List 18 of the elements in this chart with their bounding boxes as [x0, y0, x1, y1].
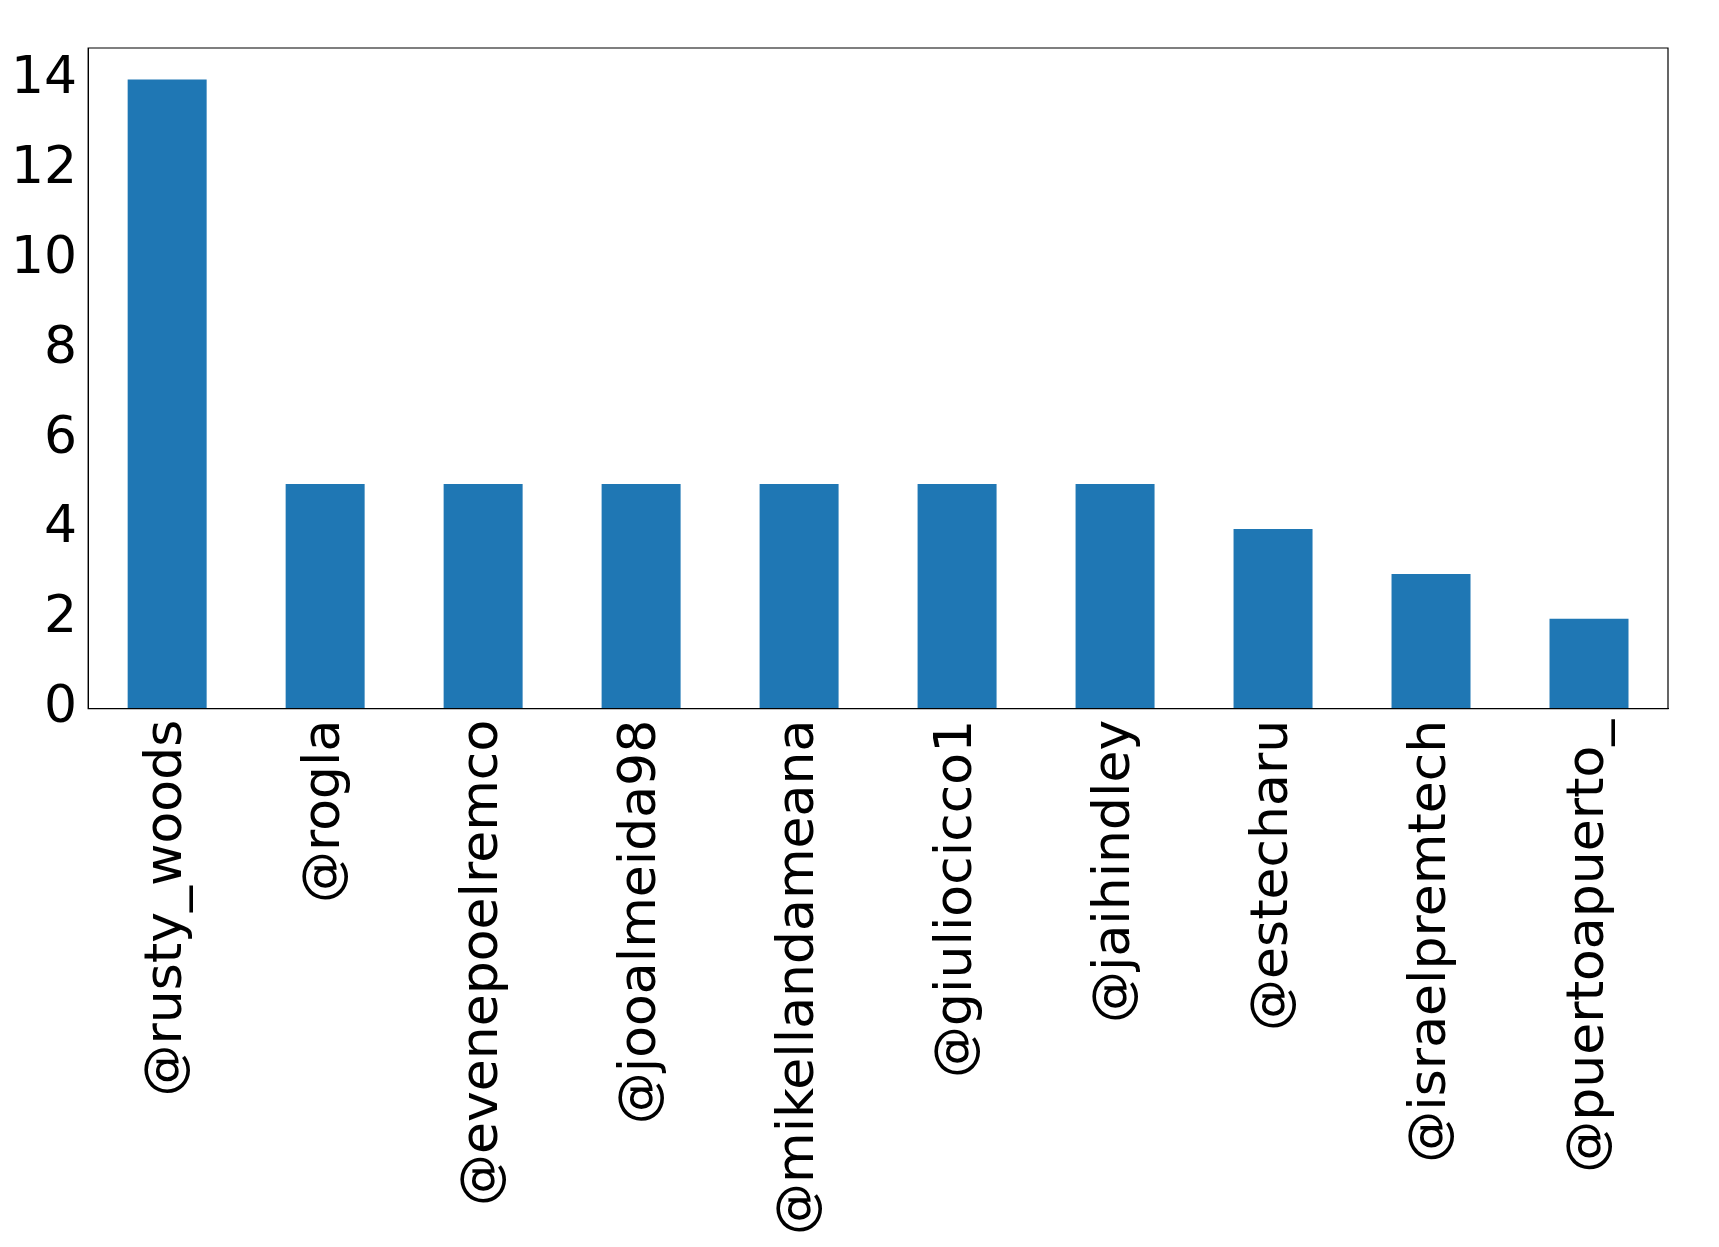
y-tick-label: 6 — [44, 404, 78, 465]
x-tick-label: @estecharu — [1238, 719, 1299, 1031]
x-tick-label: @israelpremtech — [1396, 719, 1457, 1163]
y-tick-label: 8 — [44, 314, 78, 375]
y-tick-label: 0 — [44, 674, 78, 735]
x-tick-label: @rogla — [290, 719, 351, 904]
x-tick-label: @jaihindley — [1080, 719, 1141, 1024]
y-tick-label: 14 — [11, 44, 78, 105]
y-tick-label: 12 — [11, 134, 78, 195]
x-tick-label: @jooalmeida98 — [606, 719, 667, 1125]
y-tick-label: 10 — [11, 224, 78, 285]
x-tick-label: @rusty_woods — [132, 719, 193, 1097]
x-tick-label: @puertoapuerto_ — [1554, 718, 1615, 1173]
x-tick-label: @mikellandameana — [764, 719, 825, 1235]
x-tick-label: @giuliocicco1 — [922, 719, 983, 1078]
y-tick-label: 4 — [44, 494, 78, 555]
x-tick-label: @evenepoelremco — [448, 719, 509, 1206]
y-tick-label: 2 — [44, 584, 78, 645]
